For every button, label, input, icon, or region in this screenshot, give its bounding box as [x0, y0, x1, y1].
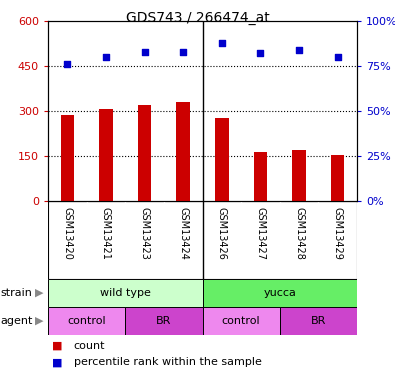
Text: GSM13420: GSM13420: [62, 207, 72, 260]
Point: [141, 49, 148, 55]
Text: GSM13429: GSM13429: [333, 207, 343, 260]
Bar: [125, 307, 203, 335]
Point: [219, 40, 225, 46]
Text: control: control: [222, 316, 260, 326]
Text: strain: strain: [1, 288, 33, 298]
Bar: [138, 105, 151, 201]
Bar: [280, 307, 357, 335]
Bar: [177, 102, 190, 201]
Text: BR: BR: [311, 316, 326, 326]
Bar: [48, 307, 125, 335]
Bar: [331, 154, 344, 201]
Text: ▶: ▶: [35, 288, 43, 298]
Point: [335, 54, 341, 60]
Bar: [60, 116, 74, 201]
Point: [296, 47, 302, 53]
Text: wild type: wild type: [100, 288, 150, 298]
Bar: [203, 279, 357, 307]
Text: GSM13426: GSM13426: [217, 207, 227, 260]
Text: ■: ■: [52, 340, 62, 351]
Bar: [48, 279, 203, 307]
Text: percentile rank within the sample: percentile rank within the sample: [74, 357, 261, 368]
Point: [64, 61, 70, 67]
Bar: [292, 150, 306, 201]
Bar: [215, 118, 229, 201]
Text: ▶: ▶: [35, 316, 43, 326]
Text: GSM13423: GSM13423: [139, 207, 150, 260]
Bar: [254, 152, 267, 201]
Text: agent: agent: [1, 316, 33, 326]
Text: GDS743 / 266474_at: GDS743 / 266474_at: [126, 11, 269, 25]
Text: GSM13427: GSM13427: [256, 207, 265, 260]
Point: [180, 49, 186, 55]
Text: GSM13421: GSM13421: [101, 207, 111, 260]
Point: [103, 54, 109, 60]
Text: BR: BR: [156, 316, 171, 326]
Text: yucca: yucca: [263, 288, 296, 298]
Bar: [99, 110, 113, 201]
Text: ■: ■: [52, 357, 62, 368]
Bar: [203, 307, 280, 335]
Text: count: count: [74, 340, 105, 351]
Text: control: control: [67, 316, 106, 326]
Text: GSM13428: GSM13428: [294, 207, 304, 260]
Point: [257, 50, 263, 56]
Text: GSM13424: GSM13424: [178, 207, 188, 260]
